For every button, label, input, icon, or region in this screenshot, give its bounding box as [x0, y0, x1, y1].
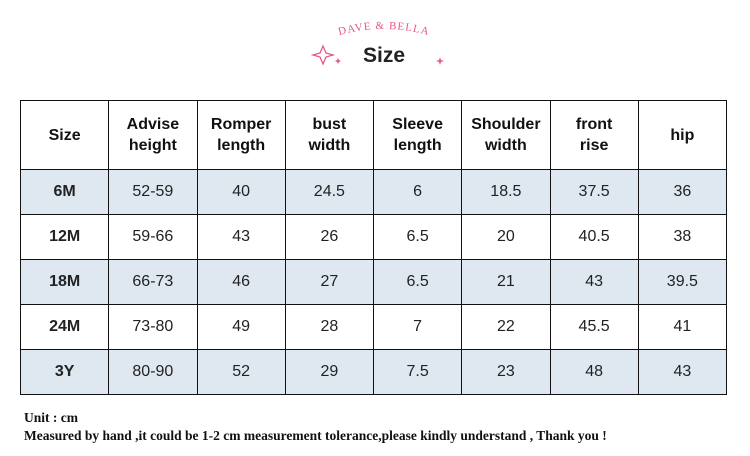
- table-cell: 45.5: [549, 304, 639, 350]
- header-row: Size Advise height Romper length bust width…: [19, 100, 728, 170]
- table-cell: 3Y: [19, 349, 110, 395]
- column-header: bust width: [284, 100, 375, 170]
- table-cell: 39.5: [637, 259, 728, 305]
- table-row: 3Y 80-90 52 29 7.5 23 48 43: [19, 349, 728, 395]
- table-row: 12M 59-66 43 26 6.5 20 40.5 38: [19, 214, 728, 260]
- table-cell: 48: [549, 349, 639, 395]
- table-cell: 23: [461, 349, 551, 395]
- column-header-text: bust width: [308, 116, 351, 154]
- table-cell: 73-80: [108, 304, 198, 350]
- table-cell: 80-90: [108, 349, 198, 395]
- brand-text: DAVE & BELLA: [337, 20, 430, 38]
- column-header-text: Advise height: [126, 116, 180, 154]
- column-header: Shoulder width: [461, 100, 551, 170]
- table-cell: 49: [196, 304, 286, 350]
- unit-note: Unit : cm: [24, 410, 78, 425]
- column-header: front rise: [549, 100, 639, 170]
- column-header: Sleeve length: [372, 100, 463, 170]
- table-cell: 41: [637, 304, 728, 350]
- table-cell: 7.5: [372, 349, 463, 395]
- table-cell: 59-66: [108, 214, 198, 260]
- brand: DAVE & BELLA: [337, 20, 431, 38]
- measure-note: Measured by hand ,it could be 1-2 cm mea…: [24, 428, 607, 443]
- table-cell: 18.5: [461, 169, 551, 215]
- table-cell: 7: [372, 304, 463, 350]
- column-header: Advise height: [108, 100, 198, 170]
- table-cell: 18M: [19, 259, 110, 305]
- table-cell: 28: [284, 304, 375, 350]
- header: DAVE & BELLA Size: [310, 20, 444, 67]
- column-header: Romper length: [196, 100, 286, 170]
- table-cell: 24M: [19, 304, 110, 350]
- table-cell: 27: [284, 259, 375, 305]
- table-cell: 24.5: [284, 169, 375, 215]
- table-row: 18M 66-73 46 27 6.5 21 43 39.5: [19, 259, 728, 305]
- column-header-text: front rise: [575, 116, 613, 154]
- table-cell: 6: [372, 169, 463, 215]
- size-table: Size Advise height Romper length bust width…: [19, 100, 728, 395]
- table-cell: 12M: [19, 214, 110, 260]
- table-cell: 20: [461, 214, 551, 260]
- table-cell: 43: [196, 214, 286, 260]
- table-cell: 29: [284, 349, 375, 395]
- column-header: hip: [637, 100, 728, 170]
- table-cell: 43: [549, 259, 639, 305]
- table-cell: 22: [461, 304, 551, 350]
- table-cell: 52-59: [108, 169, 198, 215]
- table-row: 24M 73-80 49 28 7 22 45.5 41: [19, 304, 728, 350]
- table-cell: 46: [196, 259, 286, 305]
- sparkle: [310, 44, 336, 66]
- table-row: 6M 52-59 40 24.5 6 18.5 37.5 36: [19, 169, 728, 215]
- table-cell: 21: [461, 259, 551, 305]
- table-cell: 43: [637, 349, 728, 395]
- table-cell: 40: [196, 169, 286, 215]
- column-header-text: Sleeve length: [392, 116, 443, 154]
- column-header-text: Romper length: [210, 116, 272, 154]
- column-header: Size: [19, 100, 110, 170]
- column-header-text: Shoulder width: [471, 116, 541, 154]
- page-title: Size: [363, 44, 405, 67]
- table-cell: 36: [637, 169, 728, 215]
- table-cell: 40.5: [549, 214, 639, 260]
- table-cell: 38: [637, 214, 728, 260]
- column-header-text: hip: [670, 126, 695, 144]
- table-cell: 6.5: [372, 214, 463, 260]
- table-cell: 52: [196, 349, 286, 395]
- table-cell: 6M: [19, 169, 110, 215]
- sparkle: [335, 58, 341, 64]
- table-cell: 66-73: [108, 259, 198, 305]
- table-cell: 6.5: [372, 259, 463, 305]
- table-cell: 26: [284, 214, 375, 260]
- column-header-text: Size: [48, 126, 81, 144]
- sparkle: [436, 57, 444, 65]
- table-cell: 37.5: [549, 169, 639, 215]
